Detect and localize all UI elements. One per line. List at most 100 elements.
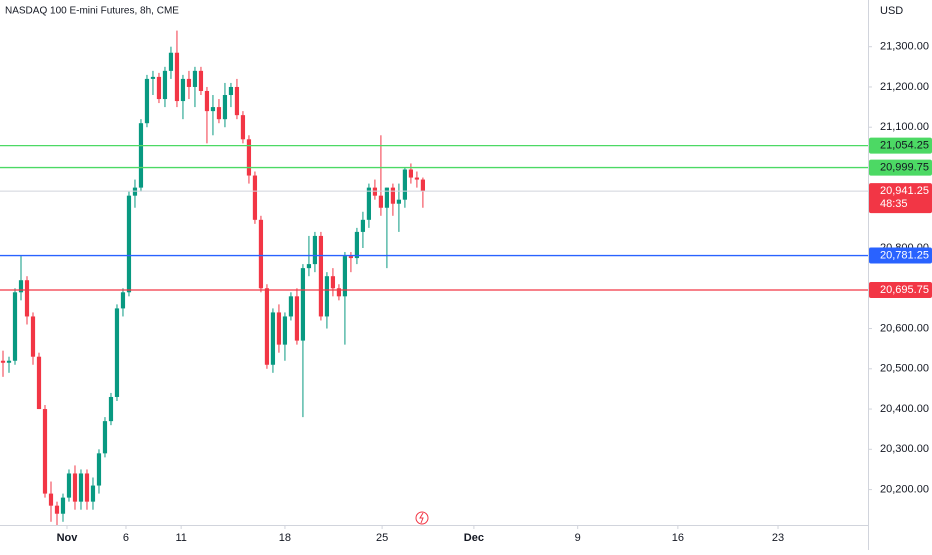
candle-body: [36, 356, 42, 410]
candle-body: [246, 139, 252, 176]
candle-body: [234, 86, 240, 116]
candle-body: [6, 360, 12, 363]
candle-body: [30, 316, 36, 357]
candle-body: [66, 473, 72, 498]
level-label: 20,999.75: [880, 161, 929, 173]
candle-body: [390, 187, 396, 204]
candle-body: [264, 288, 270, 365]
candle-body: [150, 76, 156, 79]
candle-body: [372, 187, 378, 196]
candle-body: [408, 169, 414, 178]
y-tick-label: 20,200.00: [880, 483, 929, 495]
candle-body: [306, 264, 312, 269]
icon: [415, 511, 429, 525]
candle-body: [282, 316, 288, 345]
candle-body: [48, 493, 54, 506]
candle-body: [222, 95, 228, 120]
candle-body: [102, 421, 108, 454]
candle-body: [378, 195, 384, 208]
candle-body: [270, 312, 276, 365]
candle-body: [186, 78, 192, 87]
last-price-badge: [869, 183, 932, 214]
candle-body: [144, 78, 150, 124]
candle-body: [180, 78, 186, 102]
candle-body: [54, 505, 60, 514]
candle-body: [414, 177, 420, 180]
candle-body: [258, 219, 264, 289]
candle-body: [18, 280, 24, 293]
candle-body: [252, 175, 258, 220]
candle-body: [24, 280, 30, 317]
x-tick-label: 6: [123, 532, 129, 544]
y-tick-label: 20,500.00: [880, 363, 929, 375]
candle-body: [132, 187, 138, 196]
y-tick-label: 20,300.00: [880, 443, 929, 455]
x-tick-label: Dec: [464, 532, 484, 544]
candle-body: [324, 276, 330, 317]
level-badge: [869, 281, 932, 298]
y-tick-label: 20,400.00: [880, 403, 929, 415]
candle-body: [198, 70, 204, 91]
candle-body: [366, 187, 372, 220]
candle-body: [402, 169, 408, 200]
y-tick-label: 21,300.00: [880, 41, 929, 53]
candle-body: [240, 115, 246, 140]
candle-body: [336, 288, 342, 297]
candle-body: [162, 70, 168, 100]
candle-body: [348, 256, 354, 259]
candle-body: [288, 296, 294, 317]
candle-body: [120, 292, 126, 309]
candle-body: [90, 485, 96, 502]
candle-body: [0, 360, 6, 363]
level-badge: [869, 159, 932, 176]
candle-body: [138, 123, 144, 188]
candle-body: [78, 473, 84, 502]
y-tick-label: 21,100.00: [880, 121, 929, 133]
last-price-label: 20,941.25: [880, 185, 929, 197]
currency[interactable]: USD: [880, 5, 903, 17]
x-tick-label: 25: [376, 532, 388, 544]
candle-body: [420, 179, 426, 192]
x-tick-label: 23: [772, 532, 784, 544]
y-tick-label: 21,200.00: [880, 81, 929, 93]
level-badge: [869, 137, 932, 154]
candle-body: [96, 453, 102, 486]
candle-body: [228, 86, 234, 96]
x-tick-label: 11: [175, 532, 186, 544]
candle-body: [156, 76, 162, 100]
candle-body: [72, 473, 78, 502]
candle-body: [114, 308, 120, 397]
candle-body: [384, 187, 390, 208]
y-tick-label: 20,600.00: [880, 322, 929, 334]
level-label: 20,781.25: [880, 249, 929, 261]
candle-body: [60, 497, 66, 514]
x-tick-label: 16: [672, 532, 684, 544]
candle-body: [300, 268, 306, 341]
x-tick-label: 9: [575, 532, 581, 544]
level-label: 21,054.25: [880, 140, 929, 152]
candle-body: [168, 52, 174, 71]
candle-body: [276, 312, 282, 345]
candle-body: [42, 409, 48, 494]
candle-body: [192, 70, 198, 87]
candle-body: [354, 231, 360, 259]
candle-body: [126, 195, 132, 293]
level-label: 20,695.75: [880, 284, 929, 296]
candle-body: [318, 235, 324, 317]
candle-body: [360, 219, 366, 232]
candle-body: [312, 235, 318, 265]
countdown: 48:35: [880, 198, 908, 210]
candle-body: [204, 90, 210, 112]
candle-body: [330, 276, 336, 289]
candle-body: [396, 199, 402, 204]
candle-body: [210, 107, 216, 112]
candle-body: [216, 107, 222, 120]
x-tick-label: 18: [279, 532, 291, 544]
candle-body: [12, 292, 18, 361]
candle-body: [342, 256, 348, 297]
level-badge: [869, 247, 932, 264]
candle-body: [108, 396, 114, 422]
candle-body: [174, 52, 180, 102]
